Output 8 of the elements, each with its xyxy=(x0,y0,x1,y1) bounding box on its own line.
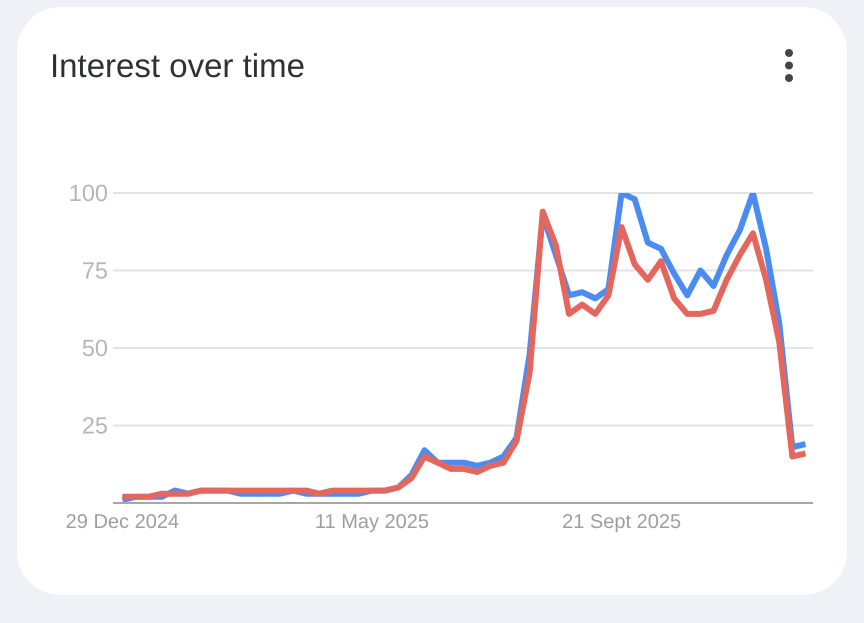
y-tick-label: 25 xyxy=(82,412,108,438)
x-tick-label: 29 Dec 2024 xyxy=(66,511,180,533)
x-tick-label: 21 Sept 2025 xyxy=(562,511,682,533)
x-tick-label: 11 May 2025 xyxy=(314,511,430,533)
y-tick-label: 50 xyxy=(82,335,108,361)
y-tick-label: 75 xyxy=(82,258,108,284)
chart-title: Interest over time xyxy=(50,47,305,85)
y-tick-label: 100 xyxy=(68,180,108,206)
